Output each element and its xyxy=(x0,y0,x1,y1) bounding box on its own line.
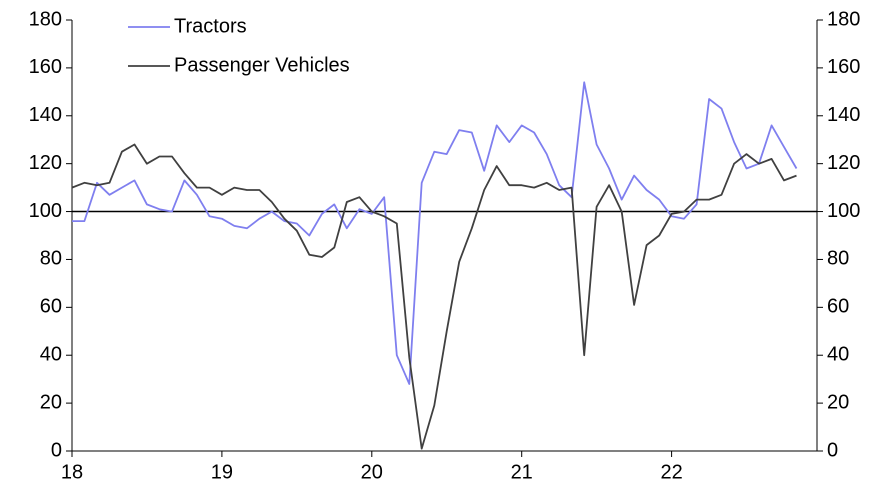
x-tick-label: 20 xyxy=(361,461,383,483)
x-tick-label: 21 xyxy=(511,461,533,483)
y2-tick-label: 20 xyxy=(827,391,849,413)
x-tick-label: 22 xyxy=(660,461,682,483)
legend-label: Tractors xyxy=(174,15,247,37)
y-tick-label: 160 xyxy=(29,56,62,78)
y-tick-label: 60 xyxy=(40,296,62,318)
y-tick-label: 100 xyxy=(29,200,62,222)
y-tick-label: 180 xyxy=(29,8,62,30)
y2-tick-label: 0 xyxy=(827,439,838,461)
y2-tick-label: 120 xyxy=(827,152,860,174)
y2-tick-label: 180 xyxy=(827,8,860,30)
x-tick-label: 19 xyxy=(211,461,233,483)
legend-label: Passenger Vehicles xyxy=(174,54,350,76)
x-tick-label: 18 xyxy=(61,461,83,483)
y-tick-label: 120 xyxy=(29,152,62,174)
y2-tick-label: 80 xyxy=(827,248,849,270)
y-tick-label: 0 xyxy=(51,439,62,461)
y2-tick-label: 60 xyxy=(827,296,849,318)
y2-tick-label: 100 xyxy=(827,200,860,222)
series-line xyxy=(72,81,798,385)
y2-tick-label: 140 xyxy=(827,104,860,126)
y-tick-label: 140 xyxy=(29,104,62,126)
y-tick-label: 20 xyxy=(40,391,62,413)
y-tick-label: 40 xyxy=(40,344,62,366)
y2-tick-label: 40 xyxy=(827,344,849,366)
series-line xyxy=(71,143,797,450)
y-tick-label: 80 xyxy=(40,248,62,270)
y2-tick-label: 160 xyxy=(827,56,860,78)
